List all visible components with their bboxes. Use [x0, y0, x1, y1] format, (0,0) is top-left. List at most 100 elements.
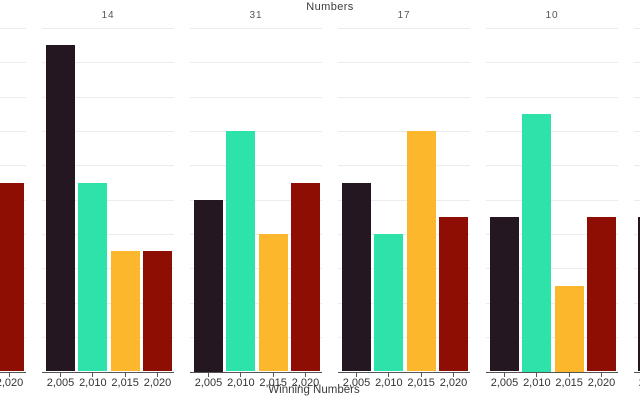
x-tick-label: 2,005 — [490, 377, 519, 389]
gridline — [42, 62, 174, 64]
gridline — [338, 96, 470, 98]
x-tick — [60, 372, 61, 377]
x-tick-label: 2,020 — [439, 377, 468, 389]
gridline — [634, 268, 640, 270]
x-tick — [240, 372, 242, 377]
bar — [0, 182, 24, 372]
gridline — [486, 165, 618, 167]
x-axis-line — [42, 371, 174, 373]
gridline — [42, 337, 174, 339]
x-tick-label: 2,020 — [587, 377, 616, 389]
x-tick-label: 2,020 — [291, 377, 320, 389]
x-axis-line — [338, 371, 470, 373]
bar — [554, 285, 584, 372]
gridline — [634, 96, 640, 98]
gridline — [634, 234, 640, 236]
gridline — [338, 131, 470, 133]
gridline — [486, 337, 618, 339]
x-tick — [452, 372, 454, 377]
gridline — [0, 28, 26, 29]
bar — [438, 216, 468, 372]
gridline — [634, 131, 640, 133]
gridline — [0, 165, 26, 167]
gridline — [634, 165, 640, 167]
x-tick-label: 2,020 — [143, 377, 172, 389]
x-tick — [92, 372, 94, 377]
bar — [142, 251, 172, 372]
gridline — [634, 28, 640, 29]
x-tick-label: 2,010 — [523, 377, 551, 389]
gridline — [486, 96, 618, 98]
x-axis-title: Winning Numbers — [268, 384, 360, 396]
gridline — [42, 28, 174, 29]
x-tick — [388, 372, 390, 377]
gridline — [338, 337, 470, 339]
facet-label: 17 — [397, 10, 411, 21]
x-axis-line — [0, 371, 26, 373]
gridline — [42, 96, 174, 98]
x-axis-line — [190, 371, 322, 373]
gridline — [634, 337, 640, 339]
gridline — [338, 268, 470, 270]
gridline — [190, 199, 322, 201]
bar — [194, 199, 223, 372]
x-tick-label: 2,005 — [194, 377, 223, 389]
x-tick — [420, 372, 422, 377]
x-tick-label: 2,005 — [342, 377, 371, 389]
x-axis-line — [486, 371, 618, 373]
bar — [490, 216, 519, 372]
x-tick — [272, 372, 274, 377]
gridline — [0, 96, 26, 98]
x-tick-label: 2,020 — [0, 377, 24, 389]
gridline — [486, 62, 618, 64]
gridline — [42, 302, 174, 304]
x-tick — [156, 372, 158, 377]
bar — [110, 251, 140, 372]
gridline — [0, 131, 26, 133]
gridline — [486, 131, 618, 133]
gridline — [486, 199, 618, 201]
x-tick-label: 2,010 — [375, 377, 403, 389]
gridline — [634, 302, 640, 304]
facet-panel: 10 2,005 2,010 2,015 2,020 — [486, 0, 618, 400]
gridline — [486, 268, 618, 270]
facet-label: 10 — [545, 10, 559, 21]
x-tick — [8, 372, 10, 377]
gridline — [0, 62, 26, 64]
x-tick — [208, 372, 209, 377]
gridline — [42, 199, 174, 201]
gridline — [486, 302, 618, 304]
facet-panel: 14 2,005 2,010 2,015 2,020 — [42, 0, 174, 400]
facet-label: 31 — [249, 10, 263, 21]
gridline — [486, 234, 618, 236]
x-tick-label: 2,015 — [555, 377, 583, 389]
gridline — [338, 28, 470, 29]
bar — [78, 182, 108, 372]
x-tick-label: 2,015 — [407, 377, 435, 389]
x-tick — [304, 372, 306, 377]
facet-panel: 31 2,005 2,010 2,015 2,020 — [190, 0, 322, 400]
x-tick — [124, 372, 126, 377]
gridline — [42, 234, 174, 236]
gridline — [190, 234, 322, 236]
bar — [46, 45, 75, 372]
gridline — [634, 199, 640, 201]
gridline — [190, 302, 322, 304]
gridline — [338, 234, 470, 236]
bar — [374, 234, 404, 372]
gridline — [190, 62, 322, 64]
bar — [406, 131, 436, 372]
facet-panel: 17 2,005 2,010 2,015 2,020 — [338, 0, 470, 400]
bar — [638, 216, 640, 372]
facet-label: 14 — [101, 10, 115, 21]
gridline — [190, 28, 322, 29]
gridline — [634, 62, 640, 64]
bar — [586, 216, 616, 372]
gridline — [190, 268, 322, 270]
gridline — [42, 131, 174, 133]
facet-column-title: Numbers — [306, 1, 354, 13]
gridline — [190, 337, 322, 339]
